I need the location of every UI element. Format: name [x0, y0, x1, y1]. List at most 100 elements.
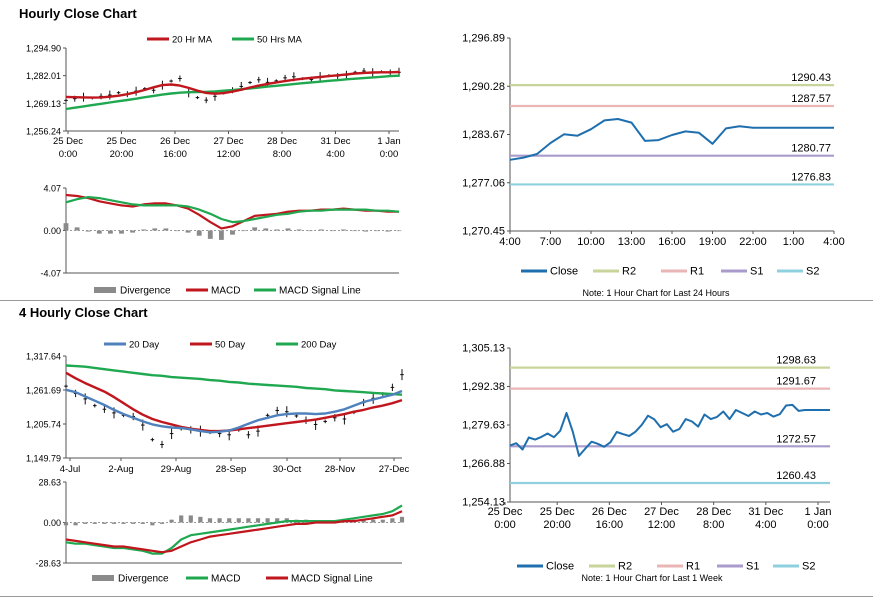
hourly-macd-divergence-bar	[63, 223, 69, 231]
hourly-macd-divergence-bar	[318, 229, 324, 231]
four-hourly-close-x-tick-label: 0:00	[807, 519, 828, 531]
four-hourly-close-level-label-s1: 1272.57	[776, 433, 816, 445]
hourly-price-x-tick-label: 0:00	[59, 149, 78, 160]
four-hourly-close-x-tick-label: 4:00	[755, 519, 776, 531]
four-hourly-close-y-tick-label: 1,254.13	[462, 497, 505, 509]
four-hourly-macd-y-tick-label: -28.63	[35, 559, 61, 569]
hourly-price-x-tick-label: 26 Dec	[160, 136, 190, 147]
hourly-price-y-tick-label: 1,282.01	[26, 71, 61, 81]
hourly-price-x-tick-label: 20:00	[110, 149, 134, 160]
hourly-close-y-tick-label: 1,290.28	[462, 81, 505, 93]
hourly-close-x-tick-label: 7:00	[540, 236, 561, 248]
four-hourly-legend-20-day-label: 20 Day	[129, 340, 159, 351]
hourly-macd-divergence-bar	[152, 228, 158, 231]
hourly-macd-divergence-bar	[107, 230, 113, 234]
four-hourly-price-y-tick-label: 1,149.79	[26, 454, 61, 464]
four-hourly-close-x-tick-label: 8:00	[703, 519, 724, 531]
hourly-price-y-tick-label: 1,294.90	[26, 44, 61, 54]
four-hourly-close-x-tick-label: 28 Dec	[696, 506, 731, 518]
four-hourly-price-y-tick-label: 1,261.69	[26, 386, 61, 396]
four-hourly-close-y-tick-label: 1,279.63	[462, 420, 505, 432]
four-hourly-macd-divergence-bar	[121, 522, 126, 524]
four-hourly-close-y-tick-label: 1,292.38	[462, 381, 505, 393]
hourly-price-x-tick-label: 0:00	[380, 149, 399, 160]
hourly-price-x-tick-label: 16:00	[163, 149, 187, 160]
four-hourly-macd-divergence-bar	[169, 519, 174, 523]
hourly-close-x-tick-label: 1:00	[783, 236, 804, 248]
hourly-close-x-tick-label: 10:00	[577, 236, 605, 248]
four-hourly-close-x-tick-label: 25 Dec	[488, 506, 523, 518]
hourly-macd-legend-macd-label: MACD	[211, 286, 240, 297]
four-hourly-close-level-label-r1: 1291.67	[776, 376, 816, 388]
four-hourly-close-x-tick-label: 25 Dec	[540, 506, 575, 518]
hourly-macd-divergence-bar	[74, 227, 80, 231]
hourly-price-x-tick-label: 12:00	[217, 149, 241, 160]
four-hourly-price-x-tick-label: 27-Dec	[379, 464, 410, 475]
hourly-close-level-label-s1: 1280.77	[791, 143, 831, 155]
hourly-macd-divergence-bar	[385, 230, 391, 232]
four-hourly-close-x-tick-label: 26 Dec	[592, 506, 627, 518]
four-hourly-macd-divergence-bar	[92, 522, 97, 524]
four-hourly-close-legend-close-label: Close	[546, 561, 574, 573]
hourly-macd-series-macd-signal-line	[65, 196, 400, 224]
hourly-section-title: Hourly Close Chart	[19, 6, 137, 21]
hourly-macd-divergence-bar	[285, 228, 291, 231]
four-hourly-price-series-200-day	[65, 364, 403, 396]
four-hourly-macd-legend-divergence-label: Divergence	[118, 574, 169, 585]
four-hourly-close-x-tick-label: 0:00	[494, 519, 515, 531]
four-hourly-macd-divergence-bar	[140, 522, 145, 524]
four-hourly-macd-divergence-bar	[150, 522, 155, 526]
four-hourly-price-x-tick-label: 4-Jul	[60, 464, 81, 475]
hourly-price-y-tick-label: 1,256.24	[26, 127, 61, 137]
four-hourly-close-level-label-r2: 1298.63	[776, 355, 816, 367]
hourly-price-x-tick-label: 1 Jan	[377, 136, 400, 147]
hourly-close-y-tick-label: 1,296.89	[462, 33, 505, 45]
hourly-close-level-label-s2: 1276.83	[791, 171, 831, 183]
four-hourly-macd-divergence-bar	[159, 522, 165, 524]
four-hourly-macd-divergence-bar	[217, 518, 222, 523]
hourly-macd-y-tick-label: -4.07	[40, 269, 61, 279]
four-hourly-price-y-tick-label: 1,317.64	[26, 352, 61, 362]
hourly-macd-y-tick-label: 0.00	[43, 226, 61, 236]
four-hourly-price-x-tick-label: 30-Oct	[273, 464, 302, 475]
four-hourly-macd-divergence-bar	[83, 522, 88, 524]
hourly-macd-divergence-bar	[374, 230, 380, 232]
four-hourly-close-x-tick-label: 27 Dec	[644, 506, 679, 518]
hourly-macd-divergence-bar	[341, 229, 346, 231]
hourly-macd-legend-signal-label: MACD Signal Line	[279, 286, 361, 297]
four-hourly-macd-divergence-bar	[246, 518, 251, 523]
four-hourly-macd-divergence-bar	[275, 518, 280, 523]
hourly-close-legend-close-label: Close	[550, 266, 578, 278]
four-hourly-close-level-label-s2: 1260.43	[776, 470, 816, 482]
hourly-close-x-tick-label: 19:00	[699, 236, 727, 248]
four-hourly-macd-divergence-bar	[361, 519, 366, 523]
four-hourly-close-x-tick-label: 12:00	[648, 519, 676, 531]
hourly-macd-legend-divergence-label: Divergence	[120, 286, 171, 297]
hourly-close-x-tick-label: 16:00	[658, 236, 686, 248]
hourly-close-note: Note: 1 Hour Chart for Last 24 Hours	[582, 288, 730, 298]
four-hourly-close-series-close	[509, 403, 830, 457]
four-hourly-macd-divergence-bar	[198, 516, 203, 523]
hourly-price-series-50-hrs-ma	[65, 74, 400, 111]
four-hourly-section-title: 4 Hourly Close Chart	[19, 305, 148, 320]
four-hourly-macd-divergence-bar	[255, 518, 261, 523]
hourly-macd-divergence-bar	[130, 230, 136, 233]
four-hourly-macd-divergence-bar	[63, 522, 69, 526]
hourly-macd-divergence-bar	[174, 230, 180, 232]
four-hourly-close-legend-r1-label: R1	[686, 561, 700, 573]
four-hourly-macd-divergence-bar	[179, 515, 184, 523]
four-hourly-close-legend-s2-label: S2	[802, 561, 815, 573]
hourly-price-x-tick-label: 25 Dec	[106, 136, 136, 147]
four-hourly-close-x-tick-label: 16:00	[596, 519, 624, 531]
four-hourly-close-x-tick-label: 31 Dec	[748, 506, 783, 518]
four-hourly-price-x-tick-label: 28-Sep	[216, 464, 247, 475]
hourly-close-legend-r1-label: R1	[690, 266, 704, 278]
hourly-macd-divergence-bar	[218, 230, 224, 240]
hourly-macd-divergence-bar	[363, 230, 369, 232]
hourly-macd-divergence-bar	[85, 230, 91, 232]
four-hourly-macd-divergence-bar	[236, 518, 241, 523]
four-hourly-legend-50-day-label: 50 Day	[215, 340, 245, 351]
four-hourly-macd-divergence-bar	[371, 519, 376, 523]
hourly-macd-legend-divergence-swatch	[94, 287, 116, 293]
